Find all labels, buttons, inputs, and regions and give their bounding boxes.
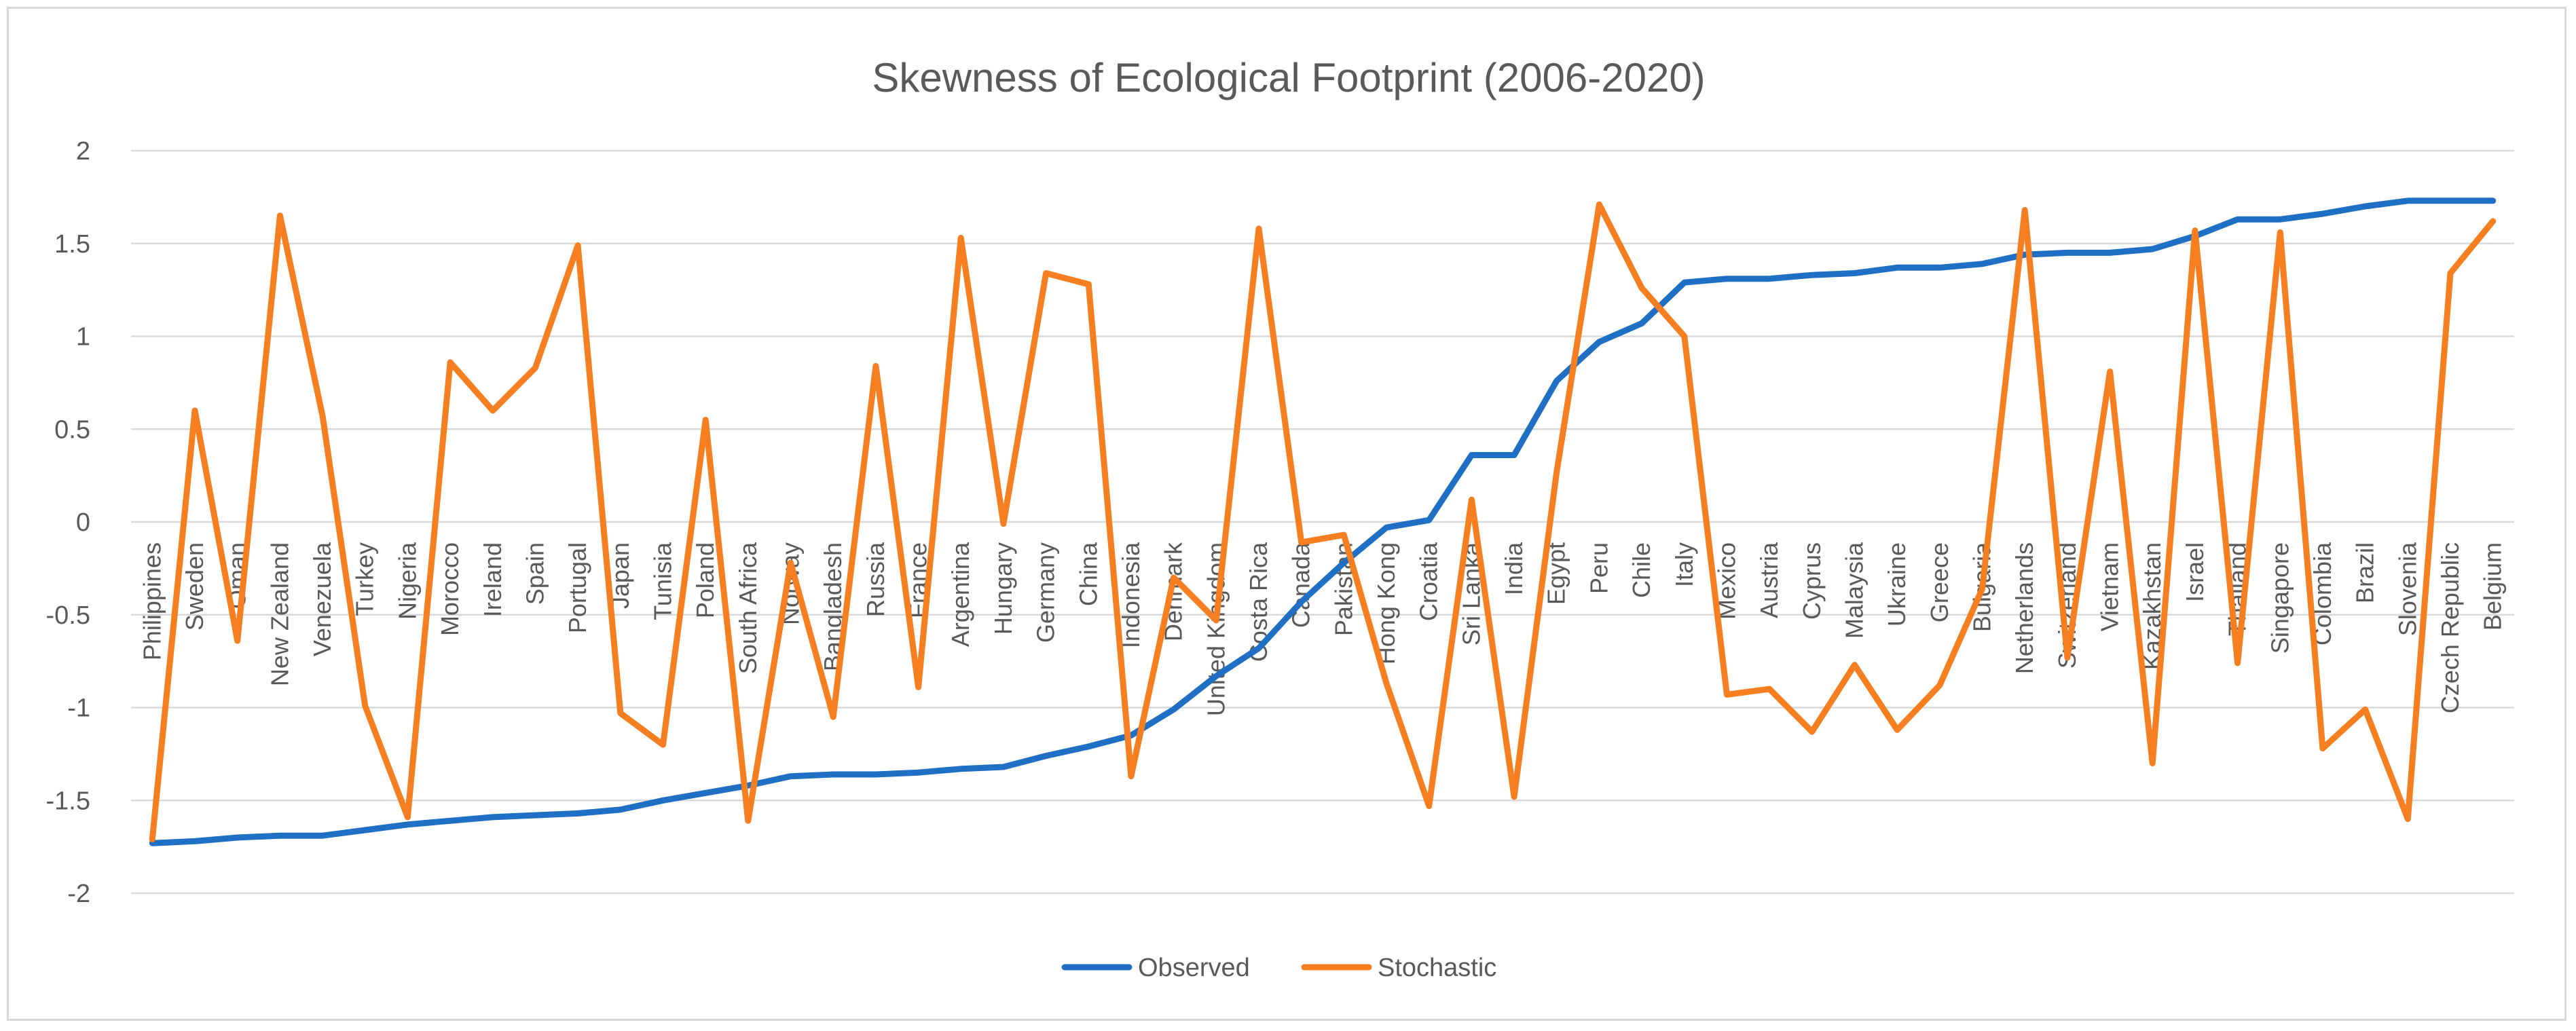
x-category-label: South Africa bbox=[734, 542, 762, 674]
x-category-label: Venezuela bbox=[308, 542, 336, 656]
x-category-label: Chile bbox=[1627, 542, 1655, 598]
x-category-label: Singapore bbox=[2266, 542, 2294, 654]
legend: Observed Stochastic bbox=[1061, 954, 1496, 982]
x-category-label: Peru bbox=[1585, 542, 1613, 594]
series-lines bbox=[149, 198, 2497, 846]
x-category-label: Ukraine bbox=[1883, 542, 1911, 626]
x-category-label: Spain bbox=[521, 542, 549, 605]
legend-label-observed: Observed bbox=[1138, 954, 1250, 982]
x-category-label: Malaysia bbox=[1840, 542, 1868, 639]
x-category-label: Turkey bbox=[351, 542, 379, 616]
legend-label-stochastic: Stochastic bbox=[1378, 954, 1496, 982]
y-tick-label: 1.5 bbox=[54, 230, 90, 259]
y-tick-label: 0.5 bbox=[54, 415, 90, 444]
y-tick-label: -2 bbox=[67, 880, 90, 908]
x-category-label: Portugal bbox=[564, 542, 591, 633]
y-tick-label: 2 bbox=[76, 137, 90, 166]
gridlines bbox=[131, 149, 2514, 895]
x-category-label: Slovenia bbox=[2393, 542, 2421, 636]
x-category-label: Argentina bbox=[946, 542, 974, 647]
chart-svg: Skewness of Ecological Footprint (2006-2… bbox=[46, 55, 2514, 982]
x-category-label: Sweden bbox=[181, 542, 208, 631]
x-category-label: Italy bbox=[1670, 542, 1698, 587]
x-category-label: Ireland bbox=[479, 542, 507, 617]
x-category-label: Russia bbox=[862, 542, 889, 617]
x-category-label: Croatia bbox=[1415, 542, 1443, 621]
x-category-label: Poland bbox=[691, 542, 719, 618]
x-category-label: Vietnam bbox=[2096, 542, 2124, 631]
x-category-label: United Kingdom bbox=[1202, 542, 1230, 716]
x-category-label: Netherlands bbox=[2010, 542, 2038, 674]
x-category-label: Austria bbox=[1755, 542, 1783, 618]
y-tick-label: -0.5 bbox=[46, 601, 90, 630]
y-axis-ticks: 2 1.5 1 0.5 0 -0.5 -1 -1.5 -2 bbox=[46, 137, 90, 908]
x-category-label: Belgium bbox=[2479, 542, 2507, 631]
chart-title: Skewness of Ecological Footprint (2006-2… bbox=[872, 55, 1705, 100]
y-tick-label: 0 bbox=[76, 508, 90, 537]
chart-area: Skewness of Ecological Footprint (2006-2… bbox=[7, 7, 2566, 1021]
series-line-stochastic bbox=[149, 201, 2497, 843]
y-tick-label: -1.5 bbox=[46, 787, 90, 815]
series-line-observed bbox=[149, 198, 2497, 846]
x-category-label: Morocco bbox=[436, 542, 464, 636]
x-category-label: Costa Rica bbox=[1245, 542, 1272, 662]
y-tick-label: 1 bbox=[76, 323, 90, 352]
x-category-label: Brazil bbox=[2351, 542, 2379, 603]
x-category-label: Hungary bbox=[989, 542, 1017, 635]
x-category-label: Germany bbox=[1032, 542, 1060, 643]
x-category-label: India bbox=[1500, 542, 1528, 595]
x-category-label: China bbox=[1074, 542, 1102, 606]
x-category-label: Greece bbox=[1926, 542, 1953, 622]
x-category-label: Israel bbox=[2181, 542, 2209, 602]
x-category-label: New Zealand bbox=[265, 542, 293, 686]
x-category-label: Cyprus bbox=[1798, 542, 1826, 620]
x-category-label: Philippines bbox=[138, 542, 166, 660]
x-category-label: Czech Republic bbox=[2436, 542, 2464, 713]
x-category-label: Nigeria bbox=[393, 542, 421, 620]
x-category-label: Tunisia bbox=[648, 542, 676, 620]
y-tick-label: -1 bbox=[67, 694, 90, 723]
x-axis-category-labels: Philippines Sweden Oman New Zealand Venezuel… bbox=[138, 542, 2506, 716]
